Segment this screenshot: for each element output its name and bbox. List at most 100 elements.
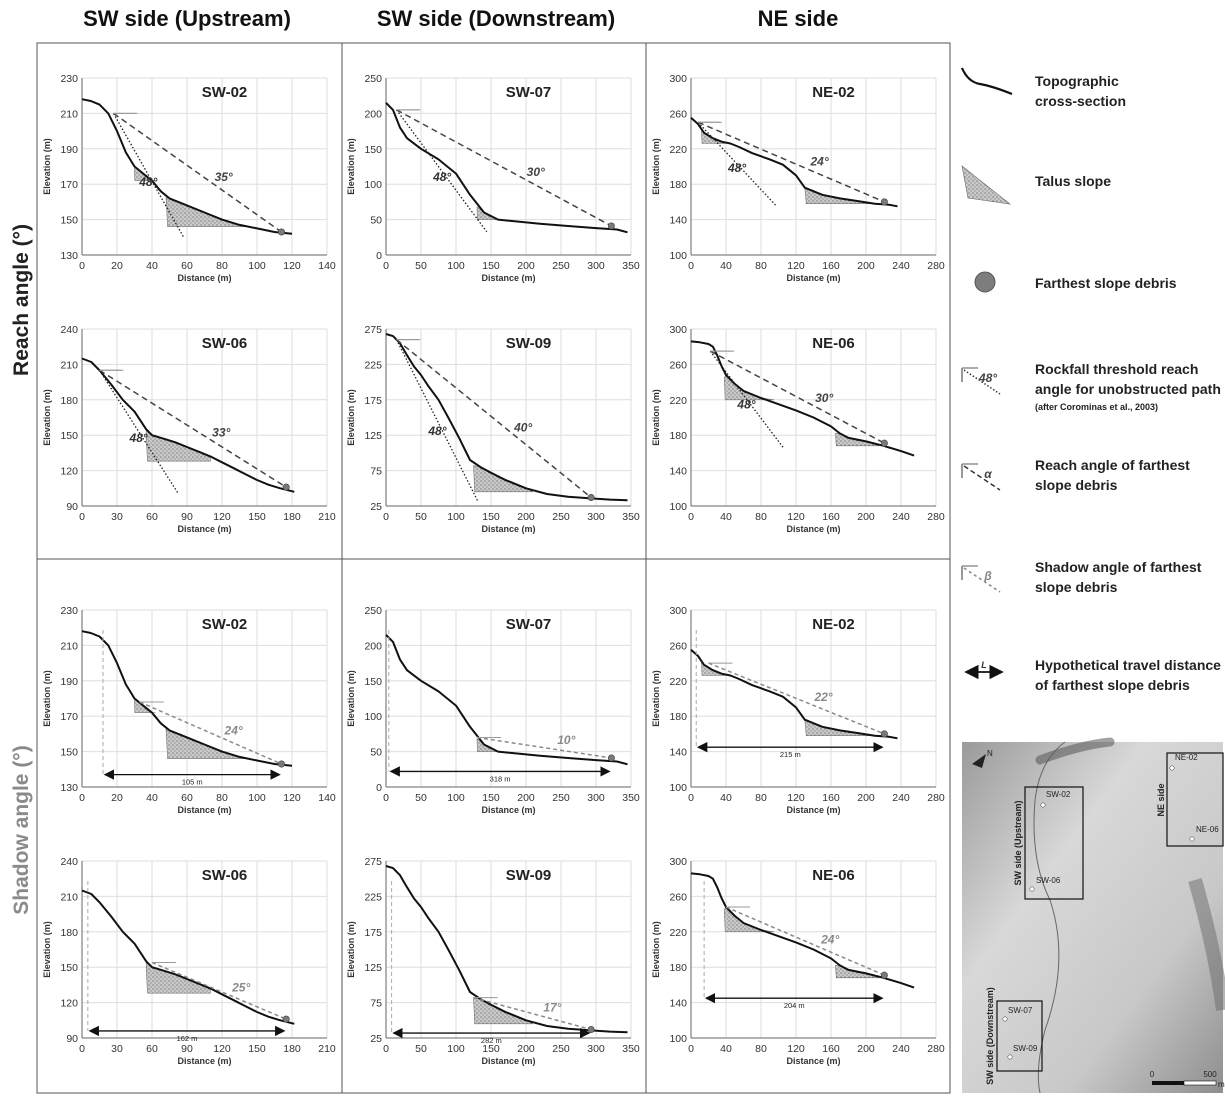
x-axis-label: Distance (m) (481, 805, 535, 815)
topographic-profile (690, 872, 915, 989)
y-tick-label: 100 (669, 501, 687, 513)
y-tick-label: 90 (66, 501, 78, 513)
talus-slope-icon (961, 165, 1012, 205)
y-axis-label: Elevation (m) (42, 921, 52, 978)
y-tick-label: 220 (669, 144, 687, 156)
x-tick-label: 30 (111, 511, 123, 523)
y-tick-label: 0 (376, 782, 382, 794)
farthest-debris-dot (277, 228, 285, 236)
legend-label: of farthest slope debris (1035, 677, 1190, 693)
y-tick-label: 150 (60, 430, 78, 442)
reach-angle-line (709, 350, 885, 444)
legend-label: cross-section (1035, 93, 1126, 109)
reach-angle-line (113, 112, 282, 233)
farthest-debris-dot (282, 1015, 290, 1023)
x-tick-label: 300 (587, 511, 605, 523)
x-tick-label: 300 (587, 1043, 605, 1055)
y-tick-label: 125 (364, 430, 382, 442)
y-tick-label: 180 (669, 179, 687, 191)
shadow-angle-label: 17° (543, 1000, 561, 1014)
travel-distance-icon: L (964, 660, 1004, 680)
reach-angle-label: 24° (809, 155, 828, 169)
x-tick-label: 240 (892, 792, 910, 804)
y-tick-label: 300 (669, 73, 687, 85)
travel-distance-label: 215 m (780, 750, 801, 759)
y-tick-label: 150 (60, 962, 78, 974)
talus-slope (723, 374, 775, 401)
x-tick-label: 210 (318, 1043, 336, 1055)
x-tick-label: 350 (622, 792, 640, 804)
threshold-angle-label: 48° (129, 431, 148, 445)
x-tick-label: 40 (720, 1043, 732, 1055)
farthest-debris-dot (587, 494, 595, 502)
y-axis-label: Elevation (m) (42, 670, 52, 727)
legend-label: Rockfall threshold reach (1035, 361, 1198, 377)
threshold-line (709, 350, 784, 449)
y-tick-label: 275 (364, 324, 382, 336)
x-axis-label: Distance (m) (786, 1056, 840, 1066)
farthest-debris-dot (607, 754, 615, 762)
y-axis-label: Elevation (m) (651, 389, 661, 446)
map-box-outline (996, 1000, 1043, 1072)
x-tick-label: 160 (822, 792, 840, 804)
y-tick-label: 100 (669, 782, 687, 794)
reach-angle-line (99, 369, 287, 488)
x-tick-label: 240 (892, 1043, 910, 1055)
chart-panel-ne-02: 0 40 80 120 160 200 240 280 100 140 180 220 260 300 Di… (651, 605, 945, 815)
x-tick-label: 0 (383, 1043, 389, 1055)
legend-label: Topographic (1035, 73, 1119, 89)
y-tick-label: 210 (60, 640, 78, 652)
x-tick-label: 120 (787, 1043, 805, 1055)
travel-distance-label: 204 m (784, 1001, 805, 1010)
topographic-profile (81, 98, 293, 235)
y-tick-label: 200 (364, 640, 382, 652)
y-tick-label: 170 (60, 711, 78, 723)
x-tick-label: 150 (482, 792, 500, 804)
chart-title: SW-07 (506, 84, 552, 101)
legend-label: slope debris (1035, 579, 1118, 595)
topographic-profile (690, 340, 915, 457)
legend-icon-text: α (984, 467, 992, 481)
x-tick-label: 0 (79, 511, 85, 523)
x-tick-label: 120 (283, 792, 301, 804)
y-tick-label: 250 (364, 73, 382, 85)
y-tick-label: 150 (60, 215, 78, 227)
legend-label: Hypothetical travel distance (1035, 657, 1221, 673)
scale-bar-light (1183, 1080, 1217, 1086)
x-tick-label: 200 (517, 1043, 535, 1055)
y-tick-label: 300 (669, 856, 687, 868)
x-tick-label: 0 (688, 511, 694, 523)
profile-location-dot (1029, 886, 1035, 892)
threshold-line (395, 339, 479, 503)
x-tick-label: 280 (927, 1043, 945, 1055)
travel-distance-label: 282 m (481, 1036, 502, 1045)
y-tick-label: 220 (669, 676, 687, 688)
x-axis-label: Distance (m) (177, 1056, 231, 1066)
north-arrow-icon (972, 754, 986, 768)
shadow-angle-label: 22° (813, 690, 832, 704)
legend-label: Talus slope (1035, 173, 1111, 189)
chart-panel-ne-06: 0 40 80 120 160 200 240 280 100 140 180 220 260 300 Di… (651, 324, 945, 534)
legend-icon-text: 48° (978, 371, 997, 385)
x-tick-label: 50 (415, 260, 427, 272)
x-tick-label: 100 (447, 260, 465, 272)
x-tick-label: 240 (892, 511, 910, 523)
x-tick-label: 0 (688, 260, 694, 272)
y-tick-label: 150 (364, 144, 382, 156)
y-tick-label: 220 (669, 395, 687, 407)
x-tick-label: 120 (283, 260, 301, 272)
chart-panel-sw-02: 0 20 40 60 80 100 120 140 130 150 170 190 210 230 Dist… (42, 73, 336, 283)
y-tick-label: 300 (669, 324, 687, 336)
x-axis-label: Distance (m) (177, 524, 231, 534)
legend-label: Shadow angle of farthest (1035, 559, 1202, 575)
y-tick-label: 130 (60, 250, 78, 262)
topographic-profile (81, 889, 295, 1025)
threshold-angle-label: 48° (138, 175, 157, 189)
farthest-debris-dot (880, 439, 888, 447)
x-tick-label: 0 (688, 792, 694, 804)
x-tick-label: 0 (79, 260, 85, 272)
profile-location-label: SW-06 (1036, 876, 1061, 885)
farthest-debris-dot (587, 1026, 595, 1034)
y-tick-label: 220 (669, 927, 687, 939)
topographic-profile (385, 333, 628, 502)
